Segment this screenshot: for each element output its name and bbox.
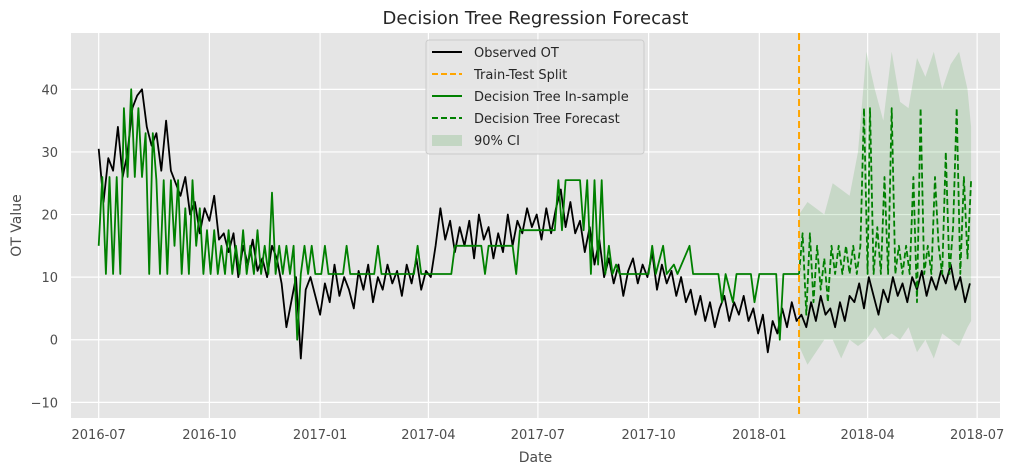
y-tick-label: 40 bbox=[41, 83, 58, 98]
y-tick-label: −10 bbox=[31, 396, 58, 411]
x-tick-label: 2016-07 bbox=[72, 428, 126, 443]
series-lines bbox=[97, 88, 972, 360]
x-tick-label: 2016-10 bbox=[182, 428, 236, 443]
x-tick-label: 2018-01 bbox=[732, 428, 786, 443]
legend-label: 90% CI bbox=[474, 134, 520, 149]
x-tick-label: 2017-07 bbox=[511, 428, 565, 443]
y-tick-label: 20 bbox=[41, 209, 58, 224]
x-axis-ticks: 2016-07 2016-10 2017-01 2017-04 2017-07 2017-… bbox=[72, 428, 1005, 443]
legend-box bbox=[425, 39, 645, 155]
legend-label: Observed OT bbox=[474, 46, 559, 61]
legend-swatch bbox=[432, 135, 462, 146]
x-tick-label: 2018-07 bbox=[950, 428, 1004, 443]
x-tick-label: 2017-04 bbox=[401, 428, 455, 443]
legend: Observed OT Train-Test Split Decision Tree… bbox=[425, 39, 645, 155]
legend-label: Decision Tree Forecast bbox=[474, 112, 620, 127]
chart-title: Decision Tree Regression Forecast bbox=[383, 8, 689, 29]
legend-label: Train-Test Split bbox=[473, 68, 567, 83]
x-tick-label: 2017-01 bbox=[293, 428, 347, 443]
y-tick-label: 30 bbox=[41, 146, 58, 161]
y-tick-label: 10 bbox=[41, 271, 58, 286]
y-axis-ticks: −10 0 10 20 30 40 bbox=[31, 83, 58, 411]
in-sample-line bbox=[97, 88, 799, 341]
x-axis-label: Date bbox=[519, 450, 552, 466]
y-axis-label: OT Value bbox=[9, 194, 25, 256]
x-tick-label: 2018-04 bbox=[840, 428, 894, 443]
legend-label: Decision Tree In-sample bbox=[474, 90, 629, 105]
y-tick-label: 0 bbox=[50, 334, 58, 349]
x-tick-label: 2017-10 bbox=[621, 428, 675, 443]
forecast-line bbox=[798, 107, 972, 316]
